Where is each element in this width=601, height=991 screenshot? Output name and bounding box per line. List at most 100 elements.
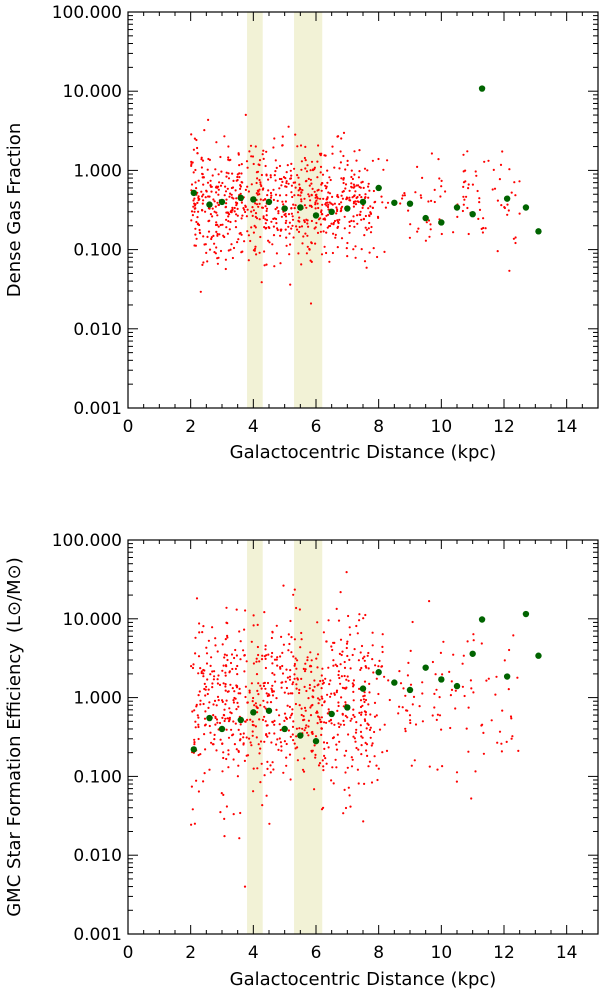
scatter-point <box>281 144 284 147</box>
scatter-point <box>223 835 226 838</box>
scatter-point <box>223 194 226 197</box>
scatter-point <box>243 654 246 657</box>
scatter-point <box>221 699 224 702</box>
scatter-point <box>293 638 296 641</box>
scatter-point <box>319 679 322 683</box>
scatter-point <box>208 207 211 210</box>
scatter-point <box>348 794 351 797</box>
scatter-point <box>244 609 247 612</box>
binned-point <box>190 746 197 753</box>
scatter-point <box>461 662 464 665</box>
scatter-point <box>288 705 291 709</box>
scatter-point <box>295 606 298 610</box>
scatter-point <box>288 753 292 756</box>
scatter-point <box>313 788 316 791</box>
scatter-point <box>358 711 361 715</box>
scatter-point <box>367 703 370 706</box>
scatter-point <box>209 731 212 734</box>
binned-point <box>281 205 288 212</box>
scatter-point <box>328 683 331 686</box>
scatter-point <box>190 823 193 826</box>
y-axis-label: GMC Star Formation Efficiency(L⊙/M⊙) <box>4 557 25 917</box>
scatter-point <box>230 653 234 656</box>
scatter-point <box>202 235 205 238</box>
scatter-point <box>322 197 325 200</box>
scatter-point <box>264 218 267 221</box>
scatter-point <box>346 255 349 258</box>
scatter-point <box>434 673 437 676</box>
scatter-point <box>245 660 248 663</box>
scatter-point <box>311 749 314 752</box>
scatter-point <box>326 712 329 715</box>
scatter-point <box>363 691 366 694</box>
scatter-point <box>340 177 343 180</box>
scatter-point <box>197 790 200 793</box>
scatter-point <box>247 234 250 237</box>
scatter-point <box>240 233 243 236</box>
scatter-point <box>341 197 344 200</box>
scatter-point <box>260 762 263 765</box>
scatter-point <box>315 657 318 660</box>
scatter-point <box>345 642 349 645</box>
scatter-point <box>227 690 230 693</box>
scatter-point <box>272 225 275 228</box>
scatter-point <box>293 742 296 745</box>
scatter-point <box>341 712 344 715</box>
x-tick-label: 6 <box>311 417 322 437</box>
scatter-point <box>232 179 235 182</box>
scatter-point <box>279 228 282 231</box>
scatter-point <box>273 723 276 726</box>
scatter-point <box>208 724 211 728</box>
scatter-point <box>483 160 486 163</box>
scatter-point <box>193 137 196 140</box>
binned-point <box>375 184 382 192</box>
scatter-point <box>409 721 412 725</box>
scatter-point <box>399 202 402 205</box>
scatter-point <box>450 680 453 683</box>
scatter-point <box>232 246 236 250</box>
scatter-point <box>216 678 219 681</box>
scatter-point <box>216 232 219 236</box>
scatter-point <box>262 157 265 160</box>
scatter-point <box>342 812 345 815</box>
scatter-point <box>224 674 227 677</box>
scatter-point <box>193 741 196 744</box>
scatter-point <box>323 217 326 220</box>
scatter-point <box>244 210 247 214</box>
scatter-point <box>219 184 223 187</box>
scatter-point <box>377 767 380 770</box>
x-tick-label: 12 <box>493 943 515 963</box>
scatter-point <box>232 813 235 816</box>
scatter-point <box>224 258 227 261</box>
scatter-point <box>284 200 287 203</box>
scatter-point <box>317 683 320 686</box>
scatter-point <box>200 158 203 161</box>
scatter-point <box>246 166 249 169</box>
scatter-points <box>190 113 521 305</box>
scatter-point <box>291 725 295 729</box>
scatter-point <box>225 218 228 221</box>
scatter-point <box>236 178 239 182</box>
scatter-point <box>264 644 267 647</box>
scatter-point <box>409 649 412 653</box>
scatter-point <box>228 718 231 721</box>
scatter-point <box>345 749 348 753</box>
scatter-point <box>300 677 303 681</box>
scatter-point <box>258 159 262 162</box>
binned-point <box>422 664 429 671</box>
scatter-point <box>206 692 209 696</box>
scatter-point <box>286 164 289 167</box>
scatter-point <box>280 184 283 187</box>
binned-point <box>237 716 244 724</box>
scatter-point <box>213 242 216 245</box>
scatter-point <box>345 646 348 650</box>
scatter-point <box>300 631 303 635</box>
scatter-point <box>299 194 302 197</box>
scatter-point <box>210 237 213 241</box>
scatter-point <box>402 687 405 690</box>
scatter-point <box>198 622 201 625</box>
scatter-point <box>373 715 377 718</box>
scatter-point <box>287 182 290 185</box>
scatter-point <box>340 194 343 197</box>
scatter-point <box>316 666 319 669</box>
